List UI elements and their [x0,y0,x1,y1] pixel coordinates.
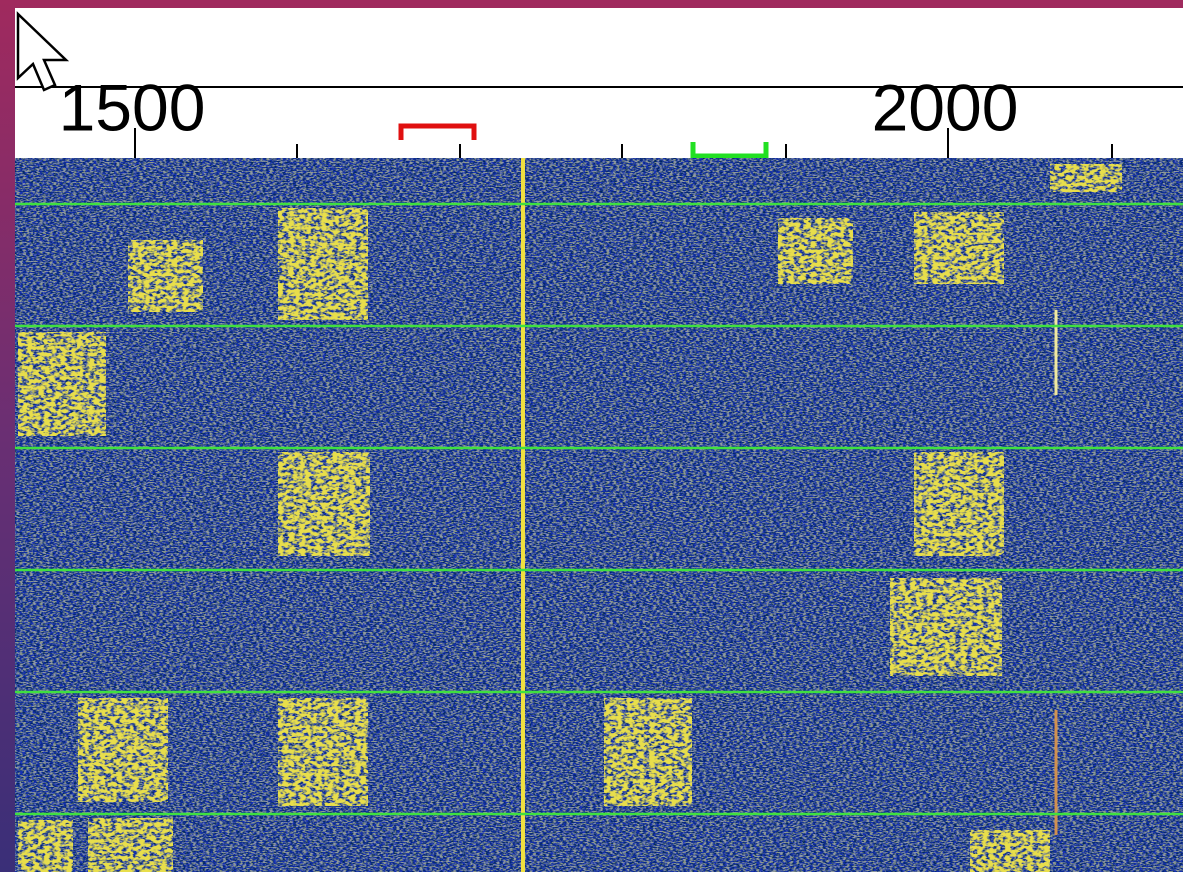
scale-label: 1500 [59,70,206,144]
scale-label: 2000 [872,70,1019,144]
waterfall [15,158,1183,872]
page: 1500 2000 [0,0,1183,872]
waterfall-window: 1500 2000 [0,0,1183,872]
